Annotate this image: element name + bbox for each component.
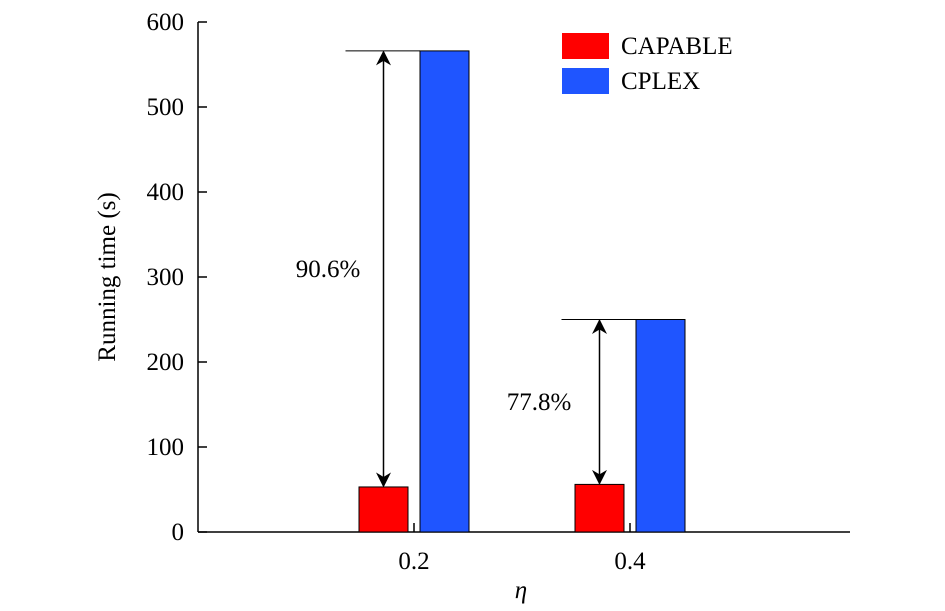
- bar-capable-0_4: [574, 483, 625, 533]
- reduction-label: 77.8%: [507, 389, 572, 416]
- bars: [358, 50, 686, 533]
- legend-label-cplex: CPLEX: [621, 68, 700, 95]
- legend-swatch-capable: [562, 33, 609, 59]
- y-tick-label: 400: [147, 179, 185, 206]
- bar-capable-0_2: [358, 486, 409, 533]
- x-ticks: 0.2 0.4: [398, 523, 646, 575]
- reduction-label: 90.6%: [296, 256, 361, 283]
- legend-label-capable: CAPABLE: [621, 33, 733, 60]
- y-tick-label: 600: [147, 9, 185, 36]
- y-tick-label: 300: [147, 264, 185, 291]
- x-tick-label: 0.2: [398, 548, 429, 575]
- x-axis-label: η: [515, 577, 527, 604]
- x-tick-label: 0.4: [614, 548, 646, 575]
- legend: CAPABLE CPLEX: [562, 33, 733, 95]
- bar-cplex-0_4: [635, 319, 686, 533]
- y-tick-label: 100: [147, 434, 185, 461]
- bar-cplex-0_2: [419, 50, 470, 533]
- y-ticks: 0 100 200 300 400 500 600: [147, 9, 207, 546]
- annotations: 90.6% 77.8%: [296, 50, 636, 488]
- y-tick-label: 500: [147, 94, 185, 121]
- y-tick-label: 0: [172, 519, 185, 546]
- legend-swatch-cplex: [562, 68, 609, 94]
- y-axis-label: Running time (s): [94, 192, 121, 361]
- y-tick-label: 200: [147, 349, 185, 376]
